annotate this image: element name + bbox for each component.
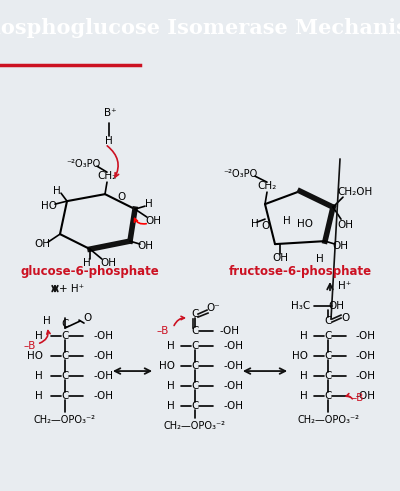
Text: C: C xyxy=(61,371,69,381)
Text: C: C xyxy=(61,319,69,329)
Text: H: H xyxy=(283,216,291,226)
Text: OH: OH xyxy=(137,241,153,251)
Text: O: O xyxy=(83,313,91,323)
Text: H⁺: H⁺ xyxy=(338,281,352,291)
Text: C: C xyxy=(324,351,332,361)
Text: Phosphoglucose Isomerase Mechanism: Phosphoglucose Isomerase Mechanism xyxy=(0,18,400,38)
Text: H: H xyxy=(300,331,308,341)
Text: O: O xyxy=(118,191,126,202)
Text: OH: OH xyxy=(337,220,353,230)
Text: -OH: -OH xyxy=(223,361,243,371)
Text: ⁻²O₃PO: ⁻²O₃PO xyxy=(66,159,100,169)
Text: OH: OH xyxy=(332,241,348,251)
Text: -OH: -OH xyxy=(356,391,376,401)
Text: OH: OH xyxy=(34,239,50,249)
Text: -OH: -OH xyxy=(356,371,376,381)
Text: CH₂—OPO₃⁻²: CH₂—OPO₃⁻² xyxy=(297,415,359,425)
Text: C: C xyxy=(324,371,332,381)
Text: -OH: -OH xyxy=(356,331,376,341)
Text: OH: OH xyxy=(328,301,344,311)
Text: C: C xyxy=(61,351,69,361)
Text: H: H xyxy=(167,381,175,391)
Text: OH: OH xyxy=(100,258,116,268)
Text: -OH: -OH xyxy=(223,381,243,391)
Text: –B: –B xyxy=(24,341,36,351)
Text: O: O xyxy=(261,221,269,231)
Text: C: C xyxy=(191,361,199,371)
Text: H: H xyxy=(35,331,43,341)
Text: HO: HO xyxy=(27,351,43,361)
Text: -OH: -OH xyxy=(93,391,113,401)
Text: H: H xyxy=(43,316,51,326)
Text: C: C xyxy=(191,309,199,319)
Text: C: C xyxy=(324,331,332,341)
Text: H: H xyxy=(105,136,113,146)
Text: fructose-6-phosphate: fructose-6-phosphate xyxy=(228,265,372,277)
Text: H₃C: H₃C xyxy=(291,301,310,311)
Text: H: H xyxy=(167,341,175,351)
Text: -OH: -OH xyxy=(93,331,113,341)
Text: H: H xyxy=(167,401,175,411)
Text: OH: OH xyxy=(272,253,288,263)
Text: CH₂—OPO₃⁻²: CH₂—OPO₃⁻² xyxy=(34,415,96,425)
Text: H: H xyxy=(316,254,324,264)
Text: C: C xyxy=(191,341,199,351)
Text: -OH: -OH xyxy=(93,351,113,361)
Text: CH₂: CH₂ xyxy=(257,181,277,191)
Text: –B: –B xyxy=(352,393,364,403)
Text: + H⁺: + H⁺ xyxy=(60,284,84,294)
Text: -OH: -OH xyxy=(223,341,243,351)
Text: C: C xyxy=(324,316,332,326)
Text: OH: OH xyxy=(145,216,161,226)
Text: H: H xyxy=(35,391,43,401)
Text: O: O xyxy=(342,313,350,323)
Text: –B: –B xyxy=(157,326,169,336)
Text: CH₂: CH₂ xyxy=(97,171,117,181)
Text: C: C xyxy=(324,391,332,401)
Text: -OH: -OH xyxy=(356,351,376,361)
Text: CH₂—OPO₃⁻²: CH₂—OPO₃⁻² xyxy=(164,421,226,431)
Text: C: C xyxy=(191,381,199,391)
Text: ⁻²O₃PO: ⁻²O₃PO xyxy=(223,169,257,179)
Text: B⁺: B⁺ xyxy=(104,108,116,118)
Text: -OH: -OH xyxy=(220,326,240,336)
Text: glucose-6-phosphate: glucose-6-phosphate xyxy=(21,265,159,277)
Text: C: C xyxy=(191,326,199,336)
Text: H: H xyxy=(83,258,91,268)
Text: O⁻: O⁻ xyxy=(206,303,220,313)
Text: H: H xyxy=(251,219,259,229)
Text: C: C xyxy=(61,331,69,341)
Text: H: H xyxy=(35,371,43,381)
Text: HO: HO xyxy=(41,201,57,211)
Text: -OH: -OH xyxy=(93,371,113,381)
Text: CH₂OH: CH₂OH xyxy=(337,187,373,197)
Text: C: C xyxy=(191,401,199,411)
Text: HO: HO xyxy=(292,351,308,361)
Text: HO: HO xyxy=(159,361,175,371)
Text: C: C xyxy=(61,391,69,401)
Text: H: H xyxy=(300,371,308,381)
Text: HO: HO xyxy=(297,219,313,229)
Text: H: H xyxy=(300,391,308,401)
Text: H: H xyxy=(145,199,153,209)
Text: -OH: -OH xyxy=(223,401,243,411)
Text: H: H xyxy=(53,186,61,196)
